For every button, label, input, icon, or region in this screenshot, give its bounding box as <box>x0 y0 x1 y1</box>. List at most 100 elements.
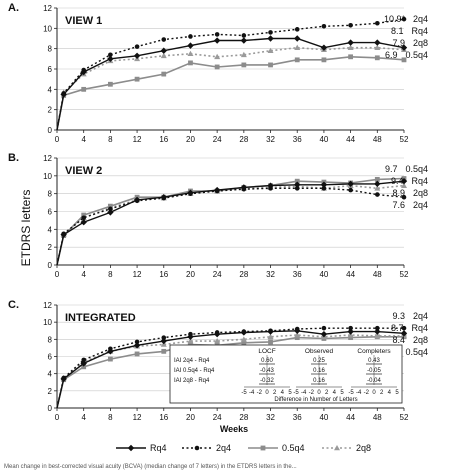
data-point-rq4 <box>240 184 248 191</box>
x-tick-label: 44 <box>346 413 355 422</box>
data-point-2q8 <box>240 51 247 58</box>
data-point-05q4 <box>161 71 167 77</box>
panel-title: VIEW 1 <box>65 15 102 27</box>
inset-tick-label: -2 <box>364 390 370 396</box>
caption-fragment: Mean change in best-corrected visual acu… <box>4 464 297 470</box>
data-point-05q4 <box>374 177 380 182</box>
data-point-05q4 <box>134 351 140 357</box>
inset-frame <box>169 344 403 404</box>
y-axis-label: ETDRS letters <box>19 190 33 267</box>
data-point-2q4 <box>375 192 380 197</box>
series-2q8 <box>56 182 407 266</box>
data-point-2q8 <box>267 47 274 53</box>
inset-tick-label: -4 <box>301 390 307 396</box>
y-tick-label: 8 <box>48 335 53 344</box>
data-point-2q4 <box>214 32 220 37</box>
data-point-2q4 <box>321 24 327 29</box>
data-point-2q4 <box>348 187 353 193</box>
x-tick-label: 16 <box>159 270 168 279</box>
y-tick-label: 2 <box>48 243 53 252</box>
y-tick-label: 6 <box>48 65 53 74</box>
data-point-2q4 <box>375 325 380 331</box>
data-point-2q4 <box>294 186 300 191</box>
data-point-05q4 <box>134 76 140 82</box>
x-tick-label: 36 <box>293 135 302 144</box>
data-point-rq4 <box>60 231 67 238</box>
inset-value: 0.43 <box>368 358 380 364</box>
data-point-05q4 <box>401 57 407 63</box>
inset-value: 0.25 <box>313 358 325 364</box>
x-tick-label: 40 <box>319 135 328 144</box>
x-tick-label: 36 <box>293 270 302 279</box>
data-point-2q4 <box>401 16 407 22</box>
x-tick-label: 8 <box>108 413 113 422</box>
series-2q4 <box>56 16 407 131</box>
legend-marker-05q4 <box>260 445 266 451</box>
y-tick-label: 6 <box>48 353 53 362</box>
data-point-05q4 <box>107 81 113 87</box>
inset-row-label: IAI 0.5q4 - Rq4 <box>174 368 215 374</box>
data-point-rq4 <box>160 337 167 345</box>
data-point-rq4 <box>187 42 194 49</box>
data-point-2q4 <box>294 27 300 32</box>
legend-item-rq4: Rq4 <box>116 443 167 453</box>
data-point-rq4 <box>320 181 328 188</box>
data-point-rq4 <box>374 39 381 46</box>
y-tick-label: 10 <box>43 318 52 327</box>
data-point-2q8 <box>214 53 221 60</box>
data-point-2q4 <box>321 325 327 331</box>
inset-row-label: IAI 2q4 - Rq4 <box>174 358 210 364</box>
data-point-rq4 <box>213 37 221 44</box>
data-point-rq4 <box>133 196 141 204</box>
y-tick-label: 10 <box>43 24 52 33</box>
data-point-2q8 <box>401 182 407 188</box>
x-tick-label: 52 <box>400 270 409 279</box>
data-point-2q8 <box>294 44 301 50</box>
inset-xlabel: Difference in Number of Letters <box>274 397 357 403</box>
x-tick-label: 20 <box>186 270 195 279</box>
data-point-2q4 <box>241 33 247 38</box>
data-point-05q4 <box>268 339 273 345</box>
end-label-2q8: 7.9 2q8 <box>392 38 428 48</box>
data-point-2q8 <box>374 185 381 191</box>
panel-letter: A. <box>8 2 19 14</box>
x-tick-label: 40 <box>319 270 328 279</box>
x-tick-label: 44 <box>346 135 355 144</box>
data-point-2q4 <box>321 186 327 191</box>
data-point-rq4 <box>107 209 114 216</box>
data-point-rq4 <box>133 342 141 349</box>
data-point-rq4 <box>213 330 221 338</box>
data-point-rq4 <box>347 39 354 46</box>
data-point-2q4 <box>134 339 140 345</box>
inset-tick-label: -5 <box>293 390 299 396</box>
x-tick-label: 40 <box>319 413 328 422</box>
data-point-2q4 <box>401 194 407 200</box>
data-point-rq4 <box>213 186 221 194</box>
data-point-rq4 <box>107 55 114 63</box>
series-rq4 <box>56 35 408 131</box>
legend-label: 2q8 <box>356 443 371 453</box>
inset-tick-label: -2 <box>309 390 315 396</box>
legend-item-05q4: 0.5q4 <box>248 443 305 453</box>
data-point-2q8 <box>160 52 167 59</box>
inset-tick-label: 0 <box>265 390 269 396</box>
x-tick-label: 0 <box>55 270 60 279</box>
x-tick-label: 48 <box>373 135 382 144</box>
data-point-rq4 <box>80 68 87 76</box>
inset-tick-label: -5 <box>348 390 354 396</box>
data-point-05q4 <box>241 340 247 346</box>
x-tick-label: 48 <box>373 270 382 279</box>
x-tick-label: 12 <box>133 135 142 144</box>
end-label-2q4: 9.3 2q4 <box>392 311 428 321</box>
data-point-2q8 <box>187 50 194 57</box>
data-point-rq4 <box>60 375 67 383</box>
x-tick-label: 28 <box>239 413 248 422</box>
data-point-05q4 <box>161 348 167 354</box>
legend-item-2q8: 2q8 <box>322 443 371 453</box>
data-point-2q4 <box>375 20 380 26</box>
data-point-rq4 <box>400 330 408 337</box>
inset-value: 0.60 <box>261 358 273 364</box>
